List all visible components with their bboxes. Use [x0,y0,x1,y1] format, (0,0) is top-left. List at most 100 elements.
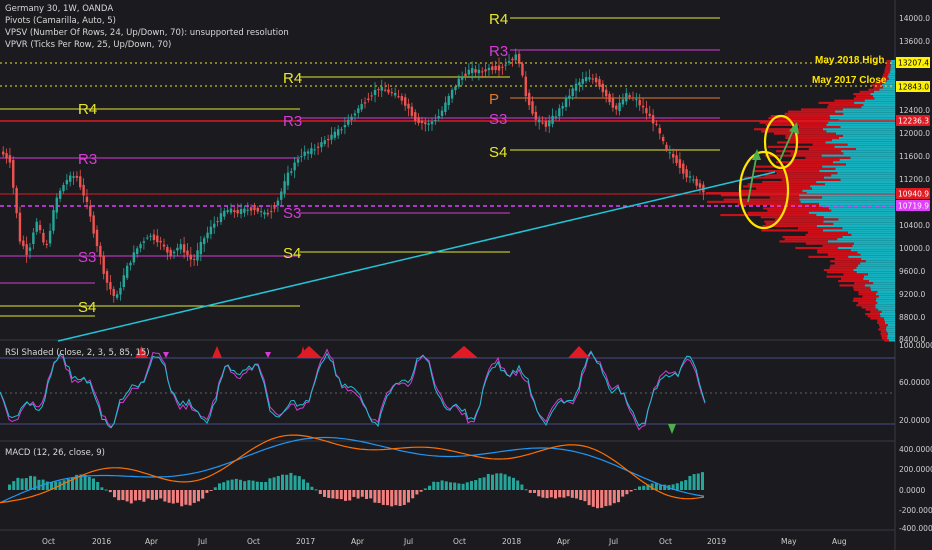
macd-histogram-bar [646,484,650,490]
volume-profile-up-bar [888,339,895,342]
volume-profile-up-bar [850,156,895,159]
volume-profile-up-bar [825,141,895,144]
candle-body [306,151,310,154]
highlight-circle-2[interactable] [763,114,799,170]
candle-body [695,178,698,186]
macd-histogram-bar [600,490,604,508]
macd-signal-line [0,434,705,504]
candle-body [404,97,407,106]
volume-profile-down-bar [834,99,865,102]
volume-profile-up-bar [863,104,895,107]
rsi-pane[interactable]: RSI Shaded (close, 2, 3, 5, 85, 15) 100.… [0,341,932,434]
candle-body [320,142,323,148]
macd-histogram-bar [230,479,234,490]
highlight-circle-1[interactable] [738,150,790,230]
macd-histogram-bar [188,490,192,506]
macd-pane[interactable]: MACD (12, 26, close, 9) 400.0000 200.000… [0,434,932,533]
price-tick: 9600.0 [899,267,925,276]
volume-profile-up-bar [854,101,895,104]
candle-body [75,175,79,178]
macd-histogram-bar [96,481,100,490]
macd-histogram-bar [436,481,440,490]
volume-profile-up-bar [823,216,895,219]
candle-body [290,171,293,173]
volume-profile-up-bar [833,222,895,225]
macd-histogram-bar [239,479,242,490]
price-tick: 9200.0 [899,290,925,299]
volume-profile-down-bar [763,207,829,210]
rsi-tick: 20.0000 [899,416,930,425]
volume-profile-up-bar [887,335,895,338]
volume-profile-up-bar [822,165,895,168]
macd-histogram-bar [331,490,335,499]
macd-histogram-bar [251,480,255,490]
candle-body [373,89,377,96]
pivot-label: S3 [283,205,301,222]
macd-tick: -400.0000 [899,524,932,533]
candle-body [22,240,25,247]
macd-histogram-bar [327,490,331,498]
volume-profile-up-bar [885,328,895,331]
volume-profile-down-bar [877,321,885,324]
macd-histogram-bar [37,479,41,490]
arrow-up-1[interactable] [747,152,758,203]
volume-profile-down-bar [774,218,839,221]
volume-profile-up-bar [837,247,895,250]
candle-body [564,97,568,108]
volume-profile-up-bar [873,90,895,93]
volume-profile-down-bar [760,216,824,219]
macd-histogram-bar [537,490,541,497]
macd-histogram-bar [117,490,121,501]
macd-histogram-bar [516,480,520,490]
macd-histogram-bar [8,484,11,490]
volume-profile-up-bar [839,159,895,162]
volume-profile-up-bar [856,271,895,274]
volume-profile-up-bar [887,332,895,335]
candle-body [527,92,531,106]
macd-histogram-bar [222,482,226,490]
macd-histogram-bar [684,480,688,490]
indicator-vpsv[interactable]: VPSV (Number Of Rows, 24, Up/Down, 70): … [5,28,289,38]
volume-profile-up-bar [875,299,895,302]
symbol-title[interactable]: Germany 30, 1W, OANDA [5,4,113,14]
candle-body [273,207,276,209]
candle-body [481,71,484,73]
volume-profile-down-bar [764,220,824,223]
volume-profile-down-bar [767,209,832,212]
macd-histogram-bar [79,474,83,490]
volume-profile-up-bar [875,293,895,296]
candle-body [494,65,497,71]
indicator-pivots[interactable]: Pivots (Camarilla, Auto, 5) [5,16,116,26]
macd-histogram-bar [444,481,448,490]
rsi-signal-marker [163,352,169,358]
candle-body [648,113,651,117]
annotation-may-2018-high: May 2018 High [815,55,884,66]
candle-body [32,232,35,245]
volume-profile-up-bar [875,306,895,309]
macd-histogram-bar [604,490,608,507]
volume-profile-down-bar [858,293,876,296]
support-trendline[interactable] [57,171,776,342]
macd-histogram-bar [499,473,503,490]
candle-body [316,146,320,148]
time-axis[interactable]: Oct 2016 Apr Jul Oct 2017 Apr Jul Oct 20… [42,537,847,546]
macd-tick: -200.0000 [899,506,932,515]
price-axis[interactable]: 14000.0 13600.0 12400.0 12000.0 11600.0 … [896,14,930,344]
volume-profile-up-bar [860,253,895,256]
time-label: Oct [42,537,55,546]
candle-body [223,210,226,217]
volume-profile-down-bar [764,174,832,177]
candle-body [276,200,280,206]
volume-profile-up-bar [828,121,895,124]
volume-profile-down-bar [873,86,883,89]
candle-body [119,287,122,295]
volume-profile-down-bar [839,284,865,287]
indicator-vpvr[interactable]: VPVR (Ticks Per Row, 25, Up/Down, 70) [5,40,171,50]
macd-histogram-bar [134,490,137,501]
volume-profile-down-bar [747,211,809,214]
volume-profile-down-bar [784,112,844,115]
macd-histogram-bar [348,490,352,501]
volume-profile-down-bar [777,141,826,144]
